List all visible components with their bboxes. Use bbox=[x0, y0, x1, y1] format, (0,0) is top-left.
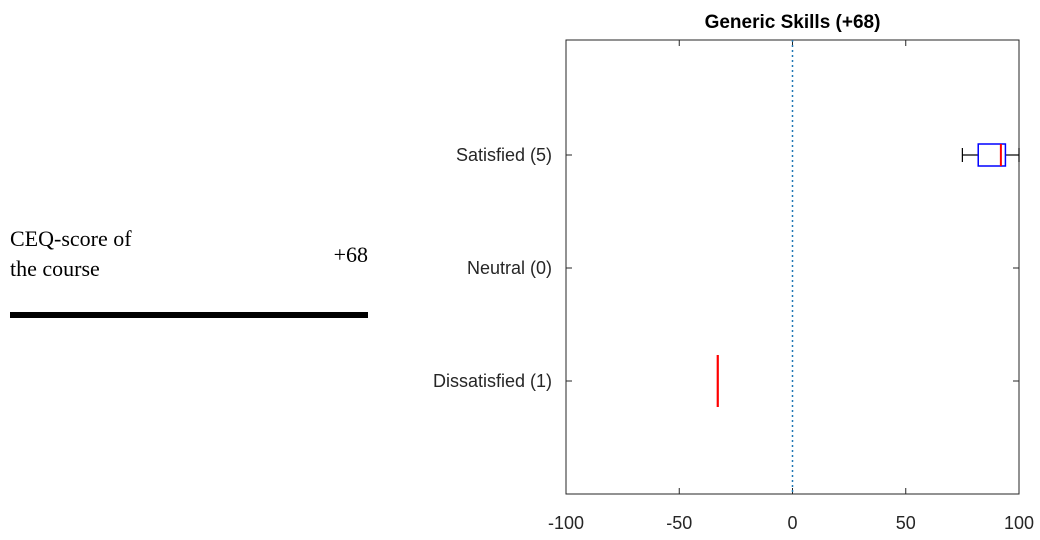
ceq-score-label: CEQ-score of the course bbox=[10, 224, 230, 284]
x-tick-label: -50 bbox=[666, 513, 692, 533]
ceq-score-label-line2: the course bbox=[10, 256, 100, 281]
x-tick-label: 100 bbox=[1004, 513, 1034, 533]
ceq-score-label-line1: CEQ-score of bbox=[10, 226, 132, 251]
y-tick-label: Neutral (0) bbox=[467, 258, 552, 278]
ceq-score-value: +68 bbox=[333, 242, 368, 267]
divider-rule bbox=[10, 312, 368, 318]
x-tick-label: 50 bbox=[896, 513, 916, 533]
y-tick-label: Dissatisfied (1) bbox=[433, 371, 552, 391]
x-tick-label: -100 bbox=[548, 513, 584, 533]
x-tick-label: 0 bbox=[787, 513, 797, 533]
chart-title: Generic Skills (+68) bbox=[705, 12, 881, 33]
y-tick-label: Satisfied (5) bbox=[456, 145, 552, 165]
box-iqr bbox=[977, 143, 1007, 167]
